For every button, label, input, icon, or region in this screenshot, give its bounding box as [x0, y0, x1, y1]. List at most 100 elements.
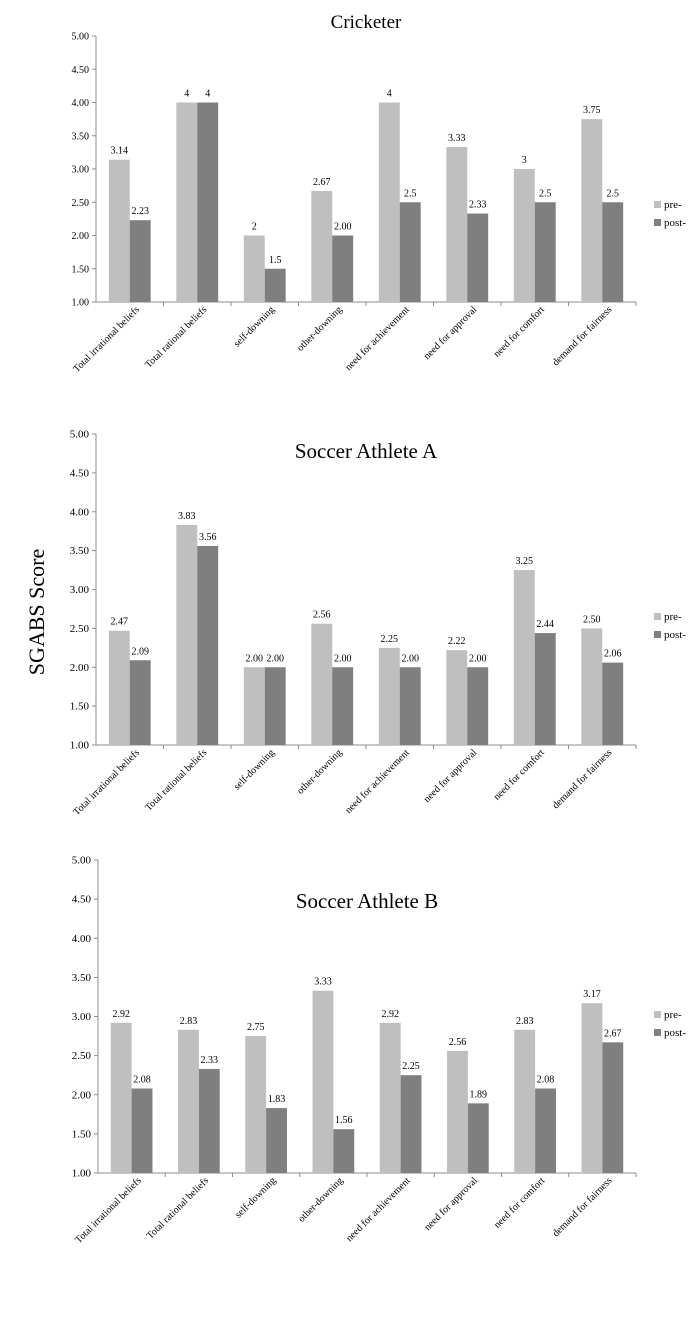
data-label: 3.56 — [199, 532, 217, 543]
bar-pre-6 — [447, 1050, 468, 1173]
chart-title: Cricketer — [331, 12, 402, 33]
data-label: 3.33 — [314, 977, 332, 988]
legend-label: post- — [664, 217, 686, 229]
x-tick-label: Total irrational beliefs — [71, 747, 142, 818]
legend-swatch-post — [654, 631, 661, 638]
bar-post-3 — [264, 268, 286, 302]
bar-pre-6 — [446, 650, 468, 745]
data-label: 2.06 — [604, 649, 622, 660]
chart-title: Soccer Athlete B — [296, 889, 438, 913]
data-label: 2.92 — [381, 1009, 399, 1020]
bar-pre-2 — [176, 102, 198, 302]
data-label: 2.56 — [449, 1037, 467, 1048]
legend-label: pre- — [664, 1009, 682, 1021]
y-tick-label: 2.50 — [72, 1050, 92, 1062]
data-label: 2.22 — [448, 636, 466, 647]
x-tick-label: Total rational beliefs — [143, 747, 209, 813]
bar-post-3 — [264, 667, 286, 745]
legend-label: pre- — [664, 199, 682, 211]
y-tick-label: 2.00 — [72, 1089, 92, 1101]
data-label: 2.00 — [401, 653, 419, 664]
chart-3: Soccer Athlete B 1.00 1.50 2.00 2.50 3.00 3.50… — [72, 855, 687, 1246]
x-tick-label: Total rational beliefs — [145, 1175, 211, 1241]
x-tick-label: need for achievement — [344, 1175, 413, 1244]
y-tick-label: 1.00 — [70, 740, 90, 752]
y-tick-label: 1.00 — [72, 298, 90, 309]
bar-post-2 — [198, 1068, 220, 1173]
y-tick-label: 3.00 — [70, 584, 90, 596]
bar-post-2 — [197, 102, 219, 302]
bar-pre-1 — [108, 159, 130, 302]
bar-pre-7 — [513, 169, 535, 302]
bar-pre-7 — [514, 1029, 536, 1173]
x-tick-label: Total irrational beliefs — [71, 304, 142, 375]
data-label: 2.5 — [404, 188, 417, 199]
y-tick-label: 5.00 — [72, 855, 92, 867]
x-tick-label: need for approval — [422, 747, 480, 805]
x-tick-label: demand for fairness — [550, 747, 614, 811]
y-tick-label: 4.50 — [72, 894, 92, 906]
data-label: 3.14 — [111, 146, 129, 157]
shared-y-axis-label: SGABS Score — [24, 549, 49, 676]
bar-post-4 — [333, 1129, 355, 1173]
chart-title: Soccer Athlete A — [295, 439, 438, 463]
bar-post-1 — [129, 660, 151, 745]
data-label: 2.23 — [131, 206, 149, 217]
data-label: 4 — [387, 89, 392, 100]
data-label: 2.5 — [539, 188, 552, 199]
bar-post-5 — [399, 667, 421, 745]
data-label: 3.83 — [178, 511, 196, 522]
data-label: 2.08 — [537, 1074, 555, 1085]
x-tick-label: self-downing — [233, 1175, 278, 1220]
x-tick-label: Total rational beliefs — [143, 304, 209, 370]
data-label: 2.08 — [133, 1074, 151, 1085]
bar-post-6 — [467, 667, 489, 745]
data-label: 1.83 — [268, 1094, 286, 1105]
bar-pre-4 — [311, 190, 333, 302]
data-label: 2.25 — [402, 1061, 420, 1072]
y-tick-label: 3.00 — [72, 1011, 92, 1023]
data-label: 3.25 — [516, 556, 534, 567]
data-label: 3.33 — [448, 133, 466, 144]
y-tick-label: 4.00 — [72, 933, 92, 945]
bar-post-7 — [534, 202, 556, 302]
y-tick-label: 4.00 — [72, 98, 90, 109]
legend-swatch-pre — [654, 613, 661, 620]
data-label: 2.67 — [604, 1028, 622, 1039]
chart-2: Soccer Athlete A 1.00 1.50 2.00 2.50 3.00 3.50… — [70, 429, 687, 818]
legend-swatch-post — [654, 219, 661, 226]
data-label: 1.5 — [269, 255, 282, 266]
bar-pre-3 — [245, 1036, 267, 1173]
data-label: 2.56 — [313, 610, 331, 621]
bar-post-8 — [602, 202, 624, 302]
y-tick-label: 3.00 — [72, 165, 90, 176]
data-label: 3.17 — [583, 989, 601, 1000]
y-tick-label: 3.50 — [70, 545, 90, 557]
x-tick-label: need for comfort — [492, 1175, 547, 1230]
bar-pre-4 — [311, 623, 333, 745]
x-tick-label: need for achievement — [343, 304, 412, 373]
data-label: 2.5 — [606, 188, 619, 199]
y-tick-label: 4.00 — [70, 506, 90, 518]
bar-post-3 — [266, 1108, 287, 1173]
data-label: 2.67 — [313, 177, 331, 188]
bar-post-5 — [400, 1075, 422, 1173]
bar-post-6 — [467, 1103, 489, 1173]
legend-swatch-pre — [654, 201, 661, 208]
bar-post-1 — [129, 220, 151, 302]
bar-post-4 — [332, 235, 354, 302]
y-tick-label: 2.00 — [72, 231, 90, 242]
data-label: 2.33 — [469, 200, 487, 211]
legend-swatch-pre — [654, 1011, 661, 1018]
data-label: 2.09 — [131, 646, 149, 657]
data-label: 4 — [184, 89, 189, 100]
bar-post-2 — [197, 545, 219, 745]
bar-post-6 — [467, 213, 489, 302]
bar-pre-8 — [581, 1003, 603, 1173]
y-tick-label: 5.00 — [72, 32, 90, 43]
data-label: 2.50 — [583, 614, 601, 625]
data-label: 2.92 — [112, 1009, 130, 1020]
bar-post-5 — [399, 202, 421, 302]
bar-post-1 — [131, 1088, 153, 1173]
bar-pre-1 — [110, 1022, 132, 1173]
